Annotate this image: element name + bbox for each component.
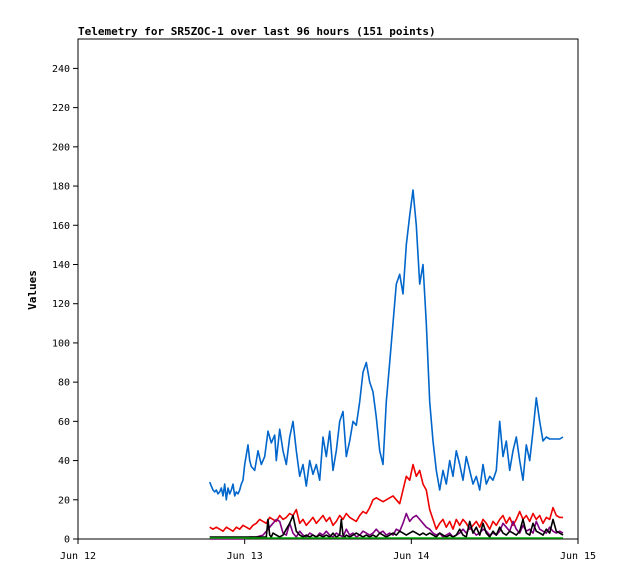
y-axis-label: Values <box>26 270 39 310</box>
y-tick-label: 140 <box>52 260 70 271</box>
series-line-3 <box>209 512 564 540</box>
y-tick-label: 120 <box>52 299 70 310</box>
y-axis-ticks: 0 20 40 60 80 100 120 140 160 180 200 220 240 <box>52 64 78 546</box>
y-tick-label: 240 <box>52 64 70 75</box>
x-tick-label: Jun 15 <box>560 551 596 562</box>
chart-title: Telemetry for SR5ZOC-1 over last 96 hour… <box>78 25 436 38</box>
y-tick-label: 20 <box>58 495 70 506</box>
y-tick-label: 160 <box>52 221 70 232</box>
series-line-1 <box>208 189 564 501</box>
y-tick-label: 40 <box>58 456 70 467</box>
x-tick-label: Jun 14 <box>393 551 429 562</box>
x-tick-label: Jun 13 <box>227 551 263 562</box>
series-lines <box>208 189 564 540</box>
y-tick-label: 220 <box>52 103 70 114</box>
y-tick-label: 60 <box>58 417 70 428</box>
x-axis-ticks: Jun 12 Jun 13 Jun 14 Jun 15 <box>60 539 596 562</box>
plot-area <box>77 38 579 540</box>
y-tick-label: 100 <box>52 338 70 349</box>
x-tick-label: Jun 12 <box>60 551 96 562</box>
y-tick-label: 0 <box>64 535 70 546</box>
y-tick-label: 180 <box>52 182 70 193</box>
series-line-4 <box>209 514 564 538</box>
y-tick-label: 80 <box>58 378 70 389</box>
y-tick-label: 200 <box>52 142 70 153</box>
